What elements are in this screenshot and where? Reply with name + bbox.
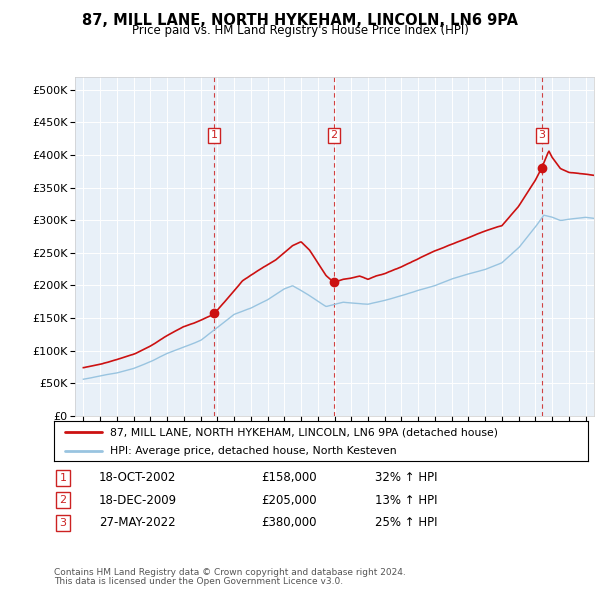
Text: £380,000: £380,000 <box>261 516 317 529</box>
Text: This data is licensed under the Open Government Licence v3.0.: This data is licensed under the Open Gov… <box>54 578 343 586</box>
Text: 3: 3 <box>539 130 545 140</box>
Text: 87, MILL LANE, NORTH HYKEHAM, LINCOLN, LN6 9PA: 87, MILL LANE, NORTH HYKEHAM, LINCOLN, L… <box>82 13 518 28</box>
Text: 3: 3 <box>59 518 67 527</box>
Text: 1: 1 <box>211 130 217 140</box>
Text: 13% ↑ HPI: 13% ↑ HPI <box>375 494 437 507</box>
Text: 27-MAY-2022: 27-MAY-2022 <box>99 516 176 529</box>
Text: 1: 1 <box>59 473 67 483</box>
Text: 32% ↑ HPI: 32% ↑ HPI <box>375 471 437 484</box>
Text: Contains HM Land Registry data © Crown copyright and database right 2024.: Contains HM Land Registry data © Crown c… <box>54 568 406 577</box>
Text: £205,000: £205,000 <box>261 494 317 507</box>
Text: 2: 2 <box>330 130 337 140</box>
Text: HPI: Average price, detached house, North Kesteven: HPI: Average price, detached house, Nort… <box>110 445 397 455</box>
Text: 18-DEC-2009: 18-DEC-2009 <box>99 494 177 507</box>
Text: £158,000: £158,000 <box>261 471 317 484</box>
Text: 2: 2 <box>59 496 67 505</box>
Text: 87, MILL LANE, NORTH HYKEHAM, LINCOLN, LN6 9PA (detached house): 87, MILL LANE, NORTH HYKEHAM, LINCOLN, L… <box>110 427 498 437</box>
Text: Price paid vs. HM Land Registry's House Price Index (HPI): Price paid vs. HM Land Registry's House … <box>131 24 469 37</box>
Text: 25% ↑ HPI: 25% ↑ HPI <box>375 516 437 529</box>
Text: 18-OCT-2002: 18-OCT-2002 <box>99 471 176 484</box>
